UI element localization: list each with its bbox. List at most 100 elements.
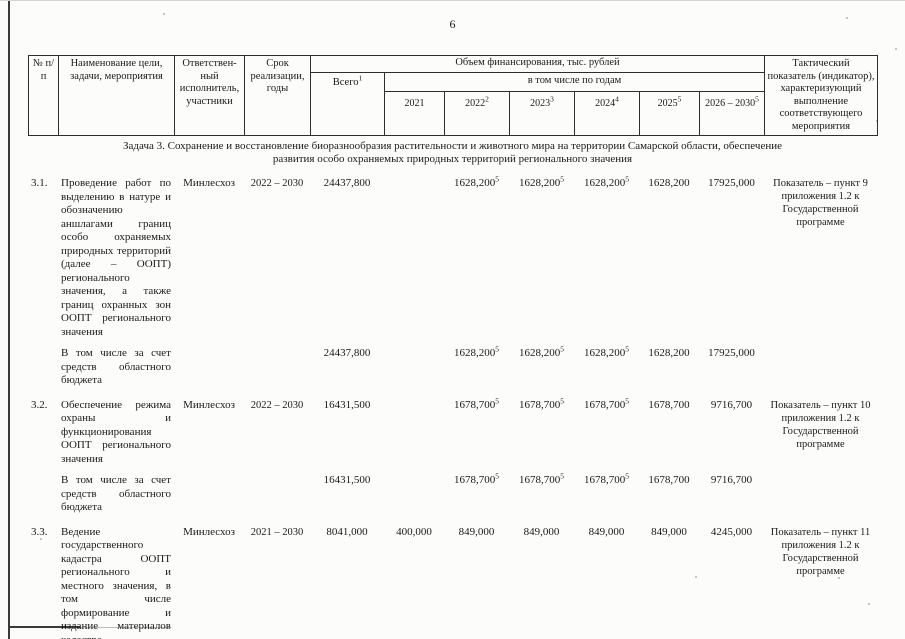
column-header-2024: 20244 xyxy=(574,91,640,136)
scan-edge-top xyxy=(0,0,905,1)
value-total: 24437,800 xyxy=(323,177,371,189)
footnote-ref: 5 xyxy=(560,395,564,405)
executor xyxy=(174,474,244,515)
indicator xyxy=(764,347,877,388)
value-2024: 1628,2005 xyxy=(584,174,629,189)
column-header-2026-2030: 2026 – 20305 xyxy=(699,91,765,136)
value-2022: 849,000 xyxy=(458,525,495,538)
value-2023: 1678,7005 xyxy=(519,395,564,411)
header-total-text: Всего xyxy=(332,76,359,88)
column-header-executor: Ответствен-ный исполнитель, участники xyxy=(174,55,245,136)
value-2025: 1678,700 xyxy=(648,398,690,411)
column-header-total: Всего1 xyxy=(310,71,385,136)
footnote-ref: 5 xyxy=(495,344,499,354)
value-2026-2030: 9716,700 xyxy=(710,398,753,411)
value-2023: 1678,7005 xyxy=(519,471,564,486)
value-2022: 1678,7005 xyxy=(454,395,499,411)
program-table: № п/п Наименование цели, задачи, меропри… xyxy=(28,55,878,639)
footnote-ref: 5 xyxy=(677,94,682,104)
value-2025: 849,000 xyxy=(651,525,687,538)
table-row-3-2-budget: В том числе за счет средств областного б… xyxy=(28,471,877,515)
scan-speck xyxy=(895,48,897,50)
row-number: 3.2. xyxy=(31,398,48,411)
scan-edge-left xyxy=(8,0,10,639)
value-2023: 1628,2005 xyxy=(519,174,564,189)
value-2021 xyxy=(384,399,444,467)
scan-speck xyxy=(40,538,42,540)
value-2024: 1628,2005 xyxy=(584,344,629,359)
activity-name: Ведение государственного кадастра ООПТ р… xyxy=(61,525,171,639)
footnote-ref: 5 xyxy=(495,471,499,481)
column-header-num: № п/п xyxy=(28,55,59,136)
indicator: Показатель – пункт 10 приложения 1.2 к Г… xyxy=(770,399,871,450)
value-2025: 1678,700 xyxy=(648,474,690,486)
value-2021 xyxy=(384,347,444,388)
footnote-ref: 5 xyxy=(560,471,564,481)
column-header-indicator: Тактический показатель (индикатор), хара… xyxy=(764,55,878,136)
value-2026-2030: 9716,700 xyxy=(710,474,753,486)
indicator: Показатель – пункт 9 приложения 1.2 к Го… xyxy=(773,178,868,228)
implementation-period: 2021 – 2030 xyxy=(250,526,304,538)
indicator xyxy=(764,474,877,515)
table-row-3-1: 3.1. Проведение работ по выделению в нат… xyxy=(28,174,877,339)
value-2025: 1628,200 xyxy=(648,177,690,189)
section-title: Задача 3. Сохранение и восстановление би… xyxy=(123,140,782,165)
implementation-period xyxy=(244,474,310,515)
footnote-ref: 3 xyxy=(550,94,554,104)
value-2024: 1678,7005 xyxy=(584,471,629,486)
value-2024: 1678,7005 xyxy=(584,395,629,411)
value-2021: 400,000 xyxy=(396,525,432,538)
page-number: 6 xyxy=(449,17,456,31)
footnote-ref: 5 xyxy=(625,471,629,481)
value-2025: 1628,200 xyxy=(648,347,690,359)
footnote-ref: 5 xyxy=(495,395,499,405)
activity-name: Обеспечение режима охраны и функциониров… xyxy=(61,398,171,465)
value-2021 xyxy=(384,474,444,515)
scan-speck xyxy=(163,13,165,15)
executor: Минлесхоз xyxy=(183,525,235,538)
table-row-3-1-budget: В том числе за счет средств областного б… xyxy=(28,344,877,388)
value-2023: 1628,2005 xyxy=(519,344,564,359)
scan-speck xyxy=(846,17,848,19)
activity-name: В том числе за счет средств областного б… xyxy=(61,347,171,386)
value-total: 8041,000 xyxy=(326,525,368,538)
column-header-by-years: в том числе по годам xyxy=(384,71,765,92)
scan-speck xyxy=(838,577,840,579)
executor: Минлесхоз xyxy=(183,177,235,189)
column-header-term: Срок реализации, годы xyxy=(244,55,311,136)
activity-name: Проведение работ по выделению в натуре и… xyxy=(61,177,171,338)
column-header-2021: 2021 xyxy=(384,91,445,136)
value-2024: 849,000 xyxy=(588,525,625,538)
row-number xyxy=(28,474,58,515)
implementation-period xyxy=(244,347,310,388)
footnote-ref: 5 xyxy=(755,94,759,104)
column-header-name: Наименование цели, задачи, мероприятия xyxy=(58,55,175,136)
footnote-ref: 5 xyxy=(625,395,629,405)
row-number xyxy=(28,347,58,388)
value-total: 16431,500 xyxy=(323,398,371,411)
implementation-period: 2022 – 2030 xyxy=(250,399,304,411)
footnote-ref: 2 xyxy=(485,94,489,104)
value-total: 24437,800 xyxy=(323,347,371,359)
table-row-3-3: 3.3. Ведение государственного кадастра О… xyxy=(28,526,877,639)
row-number: 3.1. xyxy=(31,177,48,189)
row-number: 3.3. xyxy=(31,525,48,538)
implementation-period: 2022 – 2030 xyxy=(250,178,304,189)
scan-edge-bottom xyxy=(8,626,80,628)
footnote-ref: 4 xyxy=(615,94,619,104)
value-2026-2030: 17925,000 xyxy=(708,347,755,359)
value-2022: 1628,2005 xyxy=(454,174,499,189)
value-2026-2030: 4245,000 xyxy=(710,525,753,538)
value-total: 16431,500 xyxy=(323,474,371,486)
footnote-ref: 5 xyxy=(625,344,629,354)
column-header-2025: 20255 xyxy=(639,91,700,136)
table-header: № п/п Наименование цели, задачи, меропри… xyxy=(28,55,878,136)
footnote-ref: 5 xyxy=(495,174,499,184)
scan-speck xyxy=(868,603,870,605)
executor: Минлесхоз xyxy=(183,398,235,411)
footnote-ref: 5 xyxy=(560,174,564,184)
footnote-ref: 5 xyxy=(625,174,629,184)
activity-name: В том числе за счет средств областного б… xyxy=(61,474,171,513)
scan-speck xyxy=(695,576,697,578)
